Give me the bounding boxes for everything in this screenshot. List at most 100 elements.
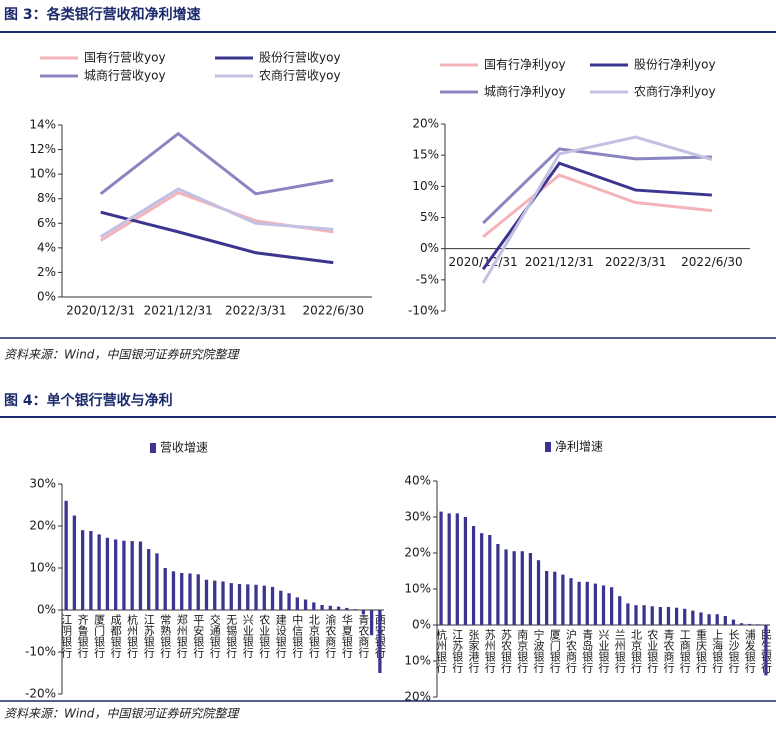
legend-label: 股份行净利yoy <box>634 58 716 72</box>
bar <box>262 585 266 610</box>
y-tick-label: 20% <box>404 546 431 560</box>
bar <box>715 614 719 625</box>
y-tick-label: 15% <box>412 148 439 162</box>
y-tick-label: 5% <box>420 210 439 224</box>
bar <box>731 619 736 625</box>
bar <box>130 541 134 610</box>
bar <box>512 551 516 625</box>
y-tick-label: 20% <box>412 117 439 131</box>
x-tick-label: 兴业银行 <box>241 614 254 659</box>
bar <box>447 513 451 625</box>
y-tick-label: 30% <box>404 510 431 524</box>
source: 资料来源：Wind，中国银河证券研究院整理 <box>4 707 240 721</box>
x-tick-label: 工商银行 <box>678 629 691 674</box>
bar <box>626 603 630 625</box>
x-tick-label: 浦发银行 <box>743 629 756 674</box>
bar <box>345 607 349 610</box>
bar <box>378 610 382 673</box>
bar <box>634 605 638 625</box>
bar <box>295 597 299 610</box>
bar <box>463 517 468 625</box>
y-tick-label: 20% <box>404 690 431 704</box>
x-tick-label: 沪农商行 <box>565 628 578 674</box>
bar <box>609 587 614 625</box>
x-tick-label: 江阴银行 <box>60 614 73 659</box>
x-tick-label: 宁波银行 <box>532 628 545 674</box>
bar <box>213 580 217 610</box>
bar <box>504 549 508 625</box>
bar <box>147 549 151 610</box>
bar <box>114 539 118 610</box>
x-tick-label: 厦门银行 <box>93 614 106 659</box>
bar <box>545 571 549 625</box>
bar <box>229 583 233 610</box>
x-tick-label: 兴业银行 <box>597 629 610 674</box>
bar <box>369 610 374 636</box>
bar <box>569 578 573 625</box>
y-tick-label: 0% <box>37 290 56 304</box>
bar <box>80 530 85 610</box>
bar <box>723 616 727 625</box>
line <box>100 210 334 265</box>
x-tick-label: 2021/12/31 <box>525 255 594 269</box>
x-tick-label: 交通银行 <box>208 613 221 659</box>
bar <box>536 560 541 625</box>
bar <box>303 599 308 610</box>
legend-swatch <box>545 442 551 452</box>
legend-swatch <box>150 443 156 453</box>
bar <box>553 571 557 625</box>
x-tick-label: 长沙银行 <box>727 629 740 674</box>
bar <box>155 553 159 610</box>
x-tick-label: 郑州银行 <box>175 613 188 659</box>
bar <box>361 610 366 615</box>
bar <box>270 586 275 610</box>
line <box>99 131 334 196</box>
bar <box>196 574 200 610</box>
bar <box>618 596 622 625</box>
x-tick-label: 华夏银行 <box>340 613 353 659</box>
bar <box>642 605 646 625</box>
bar <box>188 573 192 610</box>
bar <box>650 606 654 625</box>
bar <box>471 526 476 625</box>
x-tick-label: 北京银行 <box>307 614 320 659</box>
bar <box>658 607 662 625</box>
bar <box>601 585 606 625</box>
line <box>481 135 713 284</box>
legend-label: 城商行营收yoy <box>84 68 166 83</box>
x-tick-label: 2022/6/30 <box>681 255 743 269</box>
x-tick-label: 常熟银行 <box>159 614 172 659</box>
bar <box>520 551 524 625</box>
y-tick-label: 14% <box>29 118 56 132</box>
bar <box>204 579 209 610</box>
bar <box>691 610 695 625</box>
x-tick-label: 南京银行 <box>516 629 529 674</box>
y-tick-label: 12% <box>29 142 56 156</box>
bar <box>707 614 711 625</box>
line <box>482 173 713 238</box>
bar <box>287 593 291 610</box>
bar <box>138 541 143 610</box>
bar <box>72 515 77 610</box>
bar <box>666 607 671 625</box>
x-tick-label: 平安银行 <box>192 614 205 659</box>
x-tick-label: 2020/12/31 <box>449 255 518 269</box>
x-tick-label: 青农商行 <box>357 614 370 659</box>
legend-label: 城商行净利yoy <box>484 84 566 99</box>
bar <box>353 609 357 610</box>
bar <box>122 540 126 610</box>
bar <box>320 604 324 610</box>
y-tick-label: -20% <box>25 687 56 701</box>
figure-title: 图 4：单个银行营收与净利 <box>4 392 173 409</box>
x-tick-label: 青农商行 <box>662 629 675 674</box>
x-tick-label: 兰州银行 <box>613 629 626 674</box>
legend-label: 营收增速 <box>160 441 208 455</box>
x-tick-label: 厦门银行 <box>548 629 561 674</box>
figure-title: 图 3：各类银行营收和净利增速 <box>4 6 201 23</box>
bar <box>336 606 341 610</box>
bar <box>312 602 316 610</box>
x-tick-label: 农业银行 <box>258 613 271 659</box>
bar <box>105 537 110 610</box>
bar <box>455 513 459 625</box>
